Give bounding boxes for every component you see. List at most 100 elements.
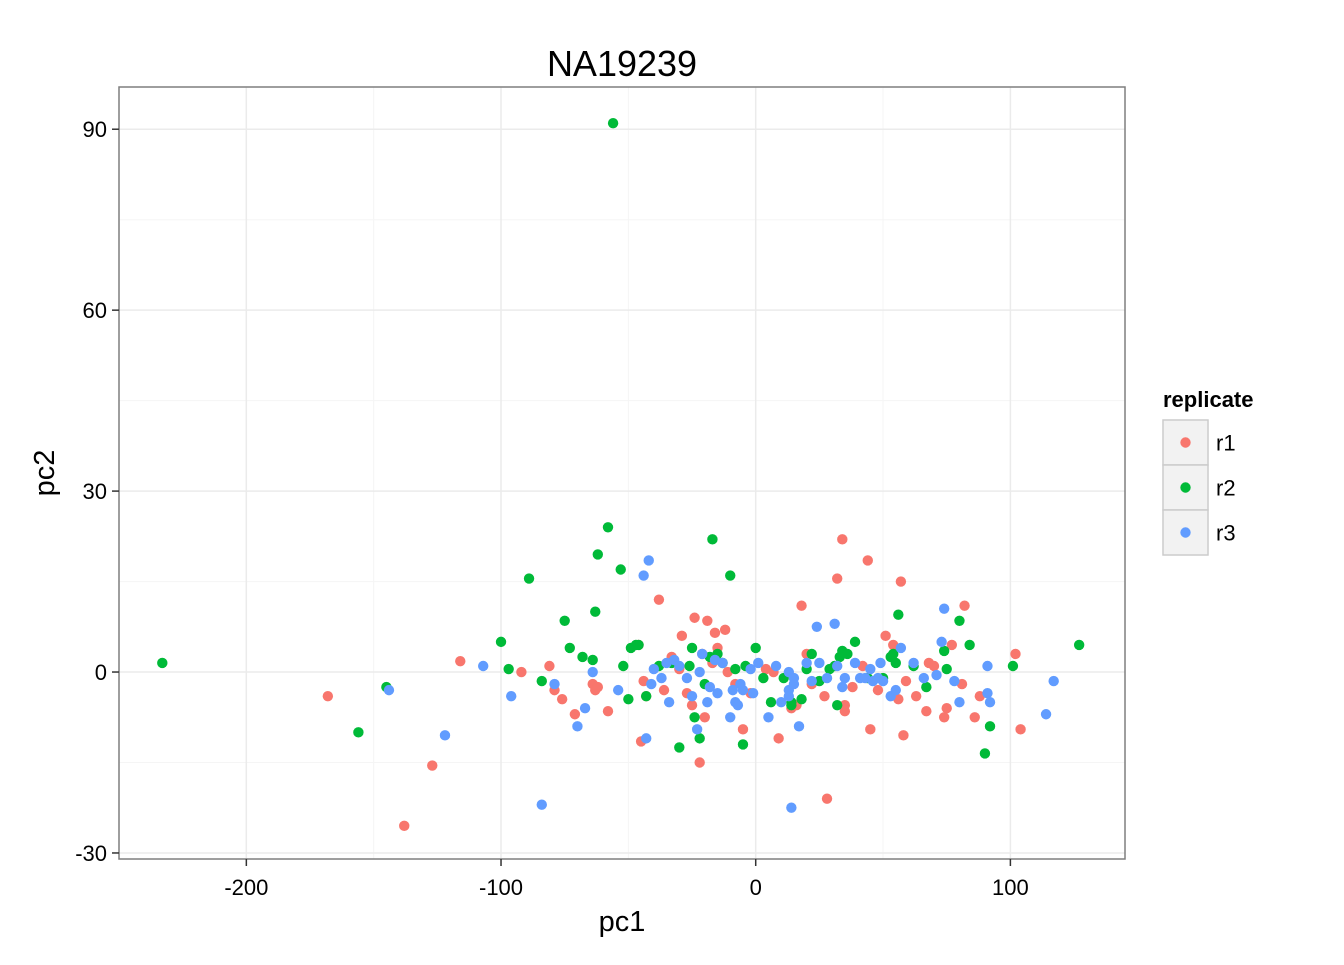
data-point-r2 [694, 733, 705, 744]
data-point-r2 [984, 721, 996, 732]
data-point-r1 [569, 709, 581, 720]
data-point-r3 [801, 657, 812, 669]
data-point-r3 [477, 660, 489, 672]
data-point-r3 [821, 672, 833, 684]
data-point-r2 [964, 639, 975, 651]
data-point-r2 [725, 570, 736, 581]
data-point-r1 [895, 576, 907, 587]
data-point-r3 [895, 642, 907, 654]
data-point-r2 [765, 696, 777, 708]
data-point-r3 [753, 657, 764, 669]
y-tick-label: 30 [83, 479, 107, 504]
data-point-r1 [1010, 648, 1021, 660]
data-point-r2 [590, 606, 601, 617]
data-point-r3 [918, 672, 929, 684]
data-point-r1 [832, 573, 843, 584]
legend-marker-r3 [1180, 527, 1191, 538]
data-point-r3 [982, 660, 993, 672]
data-point-r3 [931, 669, 942, 681]
data-point-r3 [1040, 709, 1052, 720]
data-point-r2 [623, 693, 634, 705]
data-point-r1 [455, 655, 466, 667]
data-point-r3 [793, 721, 805, 732]
grid-layer [118, 87, 1125, 859]
data-point-r2 [1073, 639, 1085, 651]
data-point-r3 [383, 684, 395, 696]
data-point-r2 [559, 615, 570, 626]
data-point-r3 [681, 672, 693, 684]
data-point-r2 [849, 636, 861, 648]
legend-marker-r1 [1180, 437, 1191, 448]
data-point-r2 [607, 117, 619, 129]
data-point-r1 [658, 684, 670, 696]
x-tick-label: -200 [224, 875, 268, 900]
data-point-r2 [640, 690, 652, 702]
data-point-r2 [954, 615, 965, 626]
data-point-r2 [684, 660, 695, 672]
data-point-r2 [832, 700, 843, 711]
data-point-r3 [549, 678, 560, 690]
data-point-r3 [702, 696, 713, 708]
data-point-r3 [646, 678, 657, 690]
data-point-r1 [865, 724, 876, 735]
data-point-r1 [872, 684, 884, 696]
data-point-r3 [877, 675, 889, 687]
data-point-r1 [719, 624, 731, 636]
data-point-r3 [536, 799, 547, 810]
data-point-r3 [656, 672, 667, 684]
data-point-r3 [788, 678, 800, 690]
data-point-r3 [949, 675, 960, 687]
data-point-r2 [707, 534, 718, 545]
data-point-r3 [849, 657, 861, 669]
data-point-r3 [506, 690, 517, 702]
data-point-r2 [758, 672, 769, 684]
data-point-r3 [806, 675, 817, 687]
legend-marker-r2 [1180, 482, 1191, 493]
data-point-r3 [763, 712, 774, 723]
data-point-r1 [969, 712, 980, 723]
data-point-r2 [618, 660, 629, 672]
data-point-r3 [832, 660, 843, 672]
data-point-r1 [847, 681, 858, 693]
data-point-r3 [786, 802, 797, 813]
chart-title: NA19239 [547, 43, 697, 84]
data-point-r3 [612, 684, 624, 696]
data-point-r3 [694, 666, 705, 678]
data-point-r3 [890, 684, 901, 696]
data-point-r3 [674, 660, 685, 672]
data-point-r1 [880, 630, 891, 642]
data-point-r2 [536, 675, 547, 687]
data-point-r2 [587, 654, 598, 666]
data-point-r2 [941, 663, 952, 675]
data-point-r1 [399, 820, 410, 832]
data-point-r3 [982, 687, 993, 699]
data-point-r3 [717, 657, 728, 669]
data-point-r2 [615, 564, 626, 575]
data-point-r3 [829, 618, 840, 629]
data-point-r3 [814, 657, 825, 669]
data-point-r3 [732, 700, 744, 711]
data-point-r3 [908, 657, 919, 669]
data-point-r3 [638, 570, 649, 581]
y-tick-label: 60 [83, 298, 107, 323]
data-point-r2 [157, 657, 168, 669]
axis-layer: -200 -100 0 100 -30 0 30 60 90 [75, 117, 1029, 900]
y-tick-label: 90 [83, 117, 107, 142]
data-point-r2 [938, 645, 950, 657]
data-point-r3 [439, 730, 451, 741]
data-point-r3 [865, 663, 876, 675]
y-tick-label: -30 [75, 841, 107, 866]
data-point-r3 [663, 696, 675, 708]
data-point-r2 [979, 748, 991, 759]
data-point-r1 [938, 712, 950, 723]
data-point-r3 [704, 681, 716, 693]
data-point-r1 [653, 594, 665, 605]
plot-panel-border [118, 86, 1126, 860]
data-point-r3 [737, 684, 749, 696]
data-point-r2 [592, 549, 604, 560]
data-point-r2 [577, 651, 588, 663]
data-point-r3 [712, 687, 723, 699]
legend-label-r2: r2 [1216, 476, 1236, 501]
